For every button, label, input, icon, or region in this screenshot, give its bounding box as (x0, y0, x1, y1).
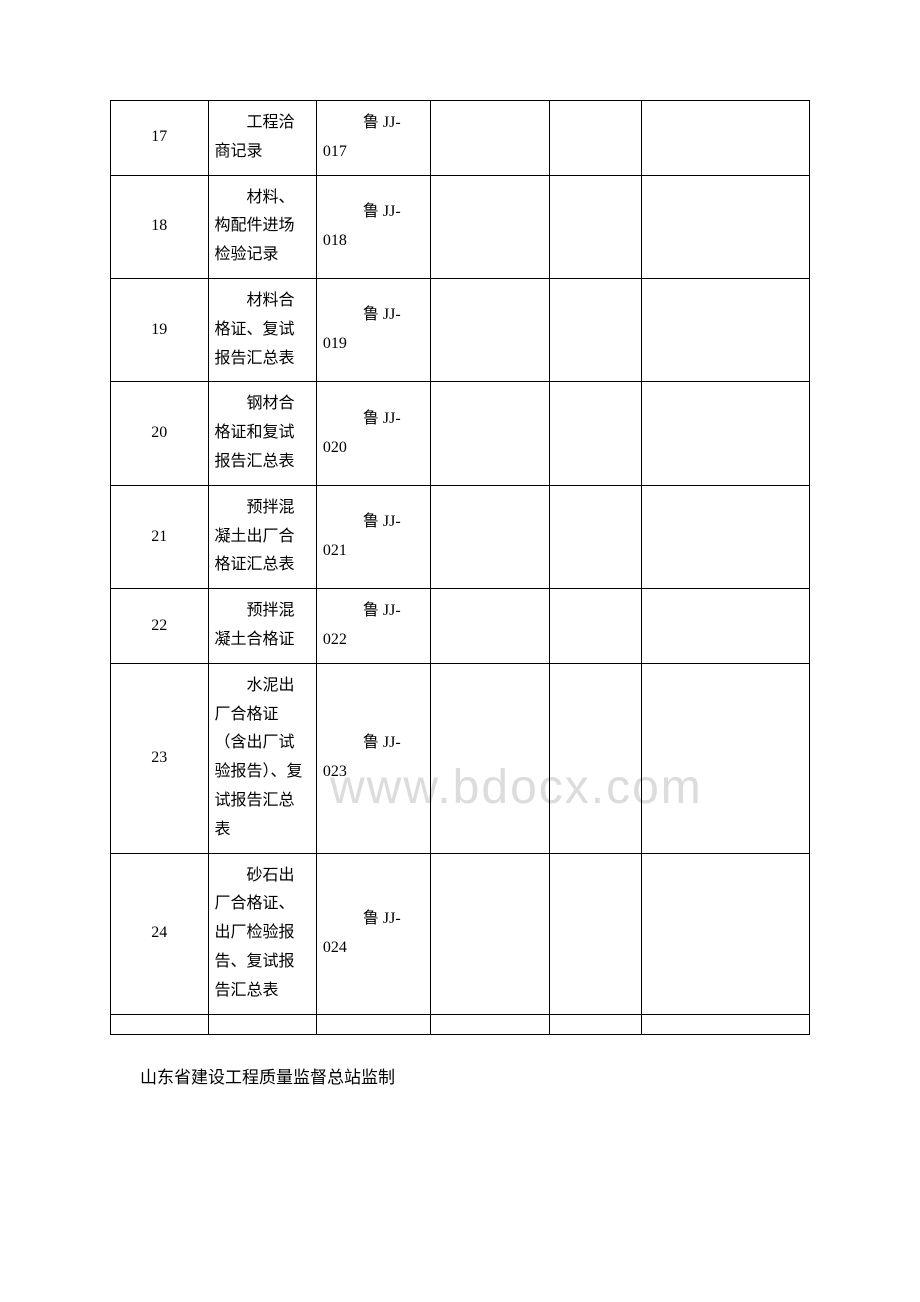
code-prefix: 鲁 JJ- (323, 729, 424, 758)
cell-num: 20 (111, 382, 209, 485)
cell-empty (430, 853, 549, 1014)
cell-empty (430, 278, 549, 381)
cell-empty (430, 101, 549, 176)
cell-name: 砂石出厂合格证、出厂检验报告、复试报告汇总表 (208, 853, 316, 1014)
cell-empty (641, 853, 809, 1014)
cell-code: 鲁 JJ-018 (316, 175, 430, 278)
cell-empty (430, 663, 549, 853)
code-prefix: 鲁 JJ- (323, 597, 424, 626)
table-row: 18 材料、构配件进场检验记录 鲁 JJ-018 (111, 175, 810, 278)
cell-num: 17 (111, 101, 209, 176)
code-prefix: 鲁 JJ- (323, 109, 424, 138)
cell-empty (549, 853, 641, 1014)
code-num: 019 (323, 330, 424, 359)
code-num: 021 (323, 537, 424, 566)
page-wrapper: www.bdocx.com 17 工程洽商记录 鲁 JJ-017 18 材料、构… (110, 100, 810, 1088)
code-prefix: 鲁 JJ- (323, 405, 424, 434)
cell-name: 预拌混凝土合格证 (208, 589, 316, 664)
code-num: 023 (323, 758, 424, 787)
cell-name: 材料合格证、复试报告汇总表 (208, 278, 316, 381)
cell-name: 材料、构配件进场检验记录 (208, 175, 316, 278)
cell-empty (641, 663, 809, 853)
cell-num: 22 (111, 589, 209, 664)
code-prefix: 鲁 JJ- (323, 905, 424, 934)
code-prefix: 鲁 JJ- (323, 508, 424, 537)
table-row-empty (111, 1014, 810, 1034)
cell-empty (549, 663, 641, 853)
cell-name: 预拌混凝土出厂合格证汇总表 (208, 485, 316, 588)
code-num: 024 (323, 934, 424, 963)
cell-empty (641, 278, 809, 381)
cell-code: 鲁 JJ-020 (316, 382, 430, 485)
code-num: 022 (323, 626, 424, 655)
cell-code: 鲁 JJ-023 (316, 663, 430, 853)
code-num: 017 (323, 138, 424, 167)
cell-empty (430, 1014, 549, 1034)
table-row: 17 工程洽商记录 鲁 JJ-017 (111, 101, 810, 176)
cell-empty (641, 382, 809, 485)
footer-text: 山东省建设工程质量监督总站监制 (140, 1063, 810, 1088)
table-body: 17 工程洽商记录 鲁 JJ-017 18 材料、构配件进场检验记录 鲁 JJ-… (111, 101, 810, 1035)
cell-code: 鲁 JJ-017 (316, 101, 430, 176)
cell-empty (549, 278, 641, 381)
table-row: 24 砂石出厂合格证、出厂检验报告、复试报告汇总表 鲁 JJ-024 (111, 853, 810, 1014)
table-row: 22 预拌混凝土合格证 鲁 JJ-022 (111, 589, 810, 664)
cell-code: 鲁 JJ-024 (316, 853, 430, 1014)
cell-empty (111, 1014, 209, 1034)
cell-empty (549, 485, 641, 588)
cell-empty (316, 1014, 430, 1034)
cell-empty (641, 485, 809, 588)
cell-empty (641, 175, 809, 278)
cell-empty (641, 101, 809, 176)
data-table: 17 工程洽商记录 鲁 JJ-017 18 材料、构配件进场检验记录 鲁 JJ-… (110, 100, 810, 1035)
cell-code: 鲁 JJ-019 (316, 278, 430, 381)
cell-code: 鲁 JJ-022 (316, 589, 430, 664)
cell-name: 工程洽商记录 (208, 101, 316, 176)
cell-empty (549, 175, 641, 278)
cell-empty (208, 1014, 316, 1034)
cell-empty (549, 1014, 641, 1034)
cell-empty (430, 175, 549, 278)
code-num: 020 (323, 434, 424, 463)
cell-num: 21 (111, 485, 209, 588)
cell-num: 24 (111, 853, 209, 1014)
table-row: 20 钢材合格证和复试报告汇总表 鲁 JJ-020 (111, 382, 810, 485)
table-row: 23 水泥出厂合格证（含出厂试验报告）、复试报告汇总表 鲁 JJ-023 (111, 663, 810, 853)
code-num: 018 (323, 227, 424, 256)
cell-empty (641, 1014, 809, 1034)
table-row: 19 材料合格证、复试报告汇总表 鲁 JJ-019 (111, 278, 810, 381)
cell-name: 钢材合格证和复试报告汇总表 (208, 382, 316, 485)
cell-num: 18 (111, 175, 209, 278)
cell-empty (641, 589, 809, 664)
code-prefix: 鲁 JJ- (323, 301, 424, 330)
cell-num: 19 (111, 278, 209, 381)
cell-empty (430, 589, 549, 664)
cell-code: 鲁 JJ-021 (316, 485, 430, 588)
code-prefix: 鲁 JJ- (323, 198, 424, 227)
cell-empty (549, 101, 641, 176)
cell-name: 水泥出厂合格证（含出厂试验报告）、复试报告汇总表 (208, 663, 316, 853)
cell-empty (549, 589, 641, 664)
cell-empty (549, 382, 641, 485)
cell-empty (430, 382, 549, 485)
cell-num: 23 (111, 663, 209, 853)
table-row: 21 预拌混凝土出厂合格证汇总表 鲁 JJ-021 (111, 485, 810, 588)
cell-empty (430, 485, 549, 588)
